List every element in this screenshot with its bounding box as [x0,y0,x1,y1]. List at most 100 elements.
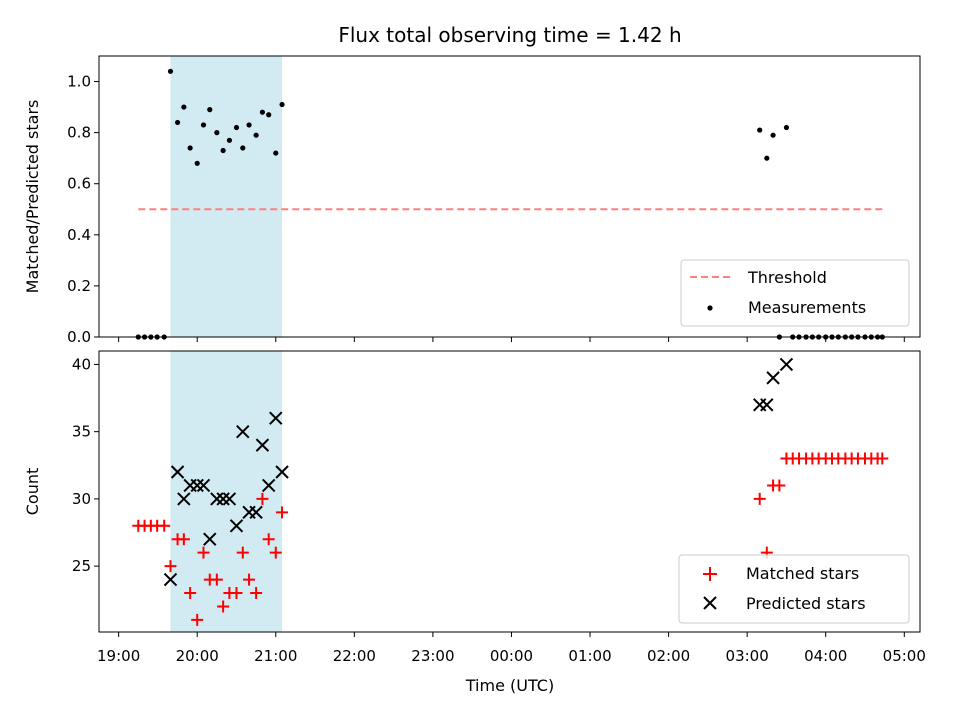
count-marks [132,357,889,626]
matched-legend-label: Matched stars [746,564,859,583]
measurement-point [783,124,790,131]
measurement-point [246,122,252,128]
measurement-point [770,132,776,138]
threshold-legend-label: Threshold [747,268,827,287]
matched-star-point [217,600,230,613]
predicted-star-point [177,492,191,506]
predicted-star-point [779,357,794,372]
x-tick-label: 21:00 [254,647,297,665]
measurements-legend-swatch [707,305,713,311]
predicted-star-point [269,411,283,425]
measurement-point [226,137,233,143]
predicted-star-point [163,572,178,587]
predicted-star-point [249,505,263,520]
observing-window-shade [170,56,283,337]
measurement-point [200,122,207,128]
ratio-y-axis-label: Matched/Predicted stars [23,100,42,294]
predicted-star-point [760,398,774,412]
y-tick-label: 0.8 [67,124,91,142]
matched-star-point [269,546,282,559]
predicted-star-point [170,465,185,479]
count-axes-frame [98,350,921,633]
predicted-star-point [255,438,270,452]
y-tick-label: 0.2 [67,277,91,295]
measurement-point [174,119,181,126]
measurement-point [240,145,246,151]
matched-star-point [243,573,256,586]
matched-star-point [236,546,249,559]
matched-star-point [256,492,269,505]
x-tick-label: 20:00 [176,647,219,665]
ratio-x-ticks [118,337,905,342]
x-tick-label: 23:00 [411,647,454,665]
measurement-point [259,109,266,115]
legend-box [680,259,910,327]
predicted-star-point [190,478,204,493]
measurement-point [233,124,240,131]
measurement-point [214,130,220,136]
count-y-axis-label: Count [23,468,42,516]
predicted-star-point [196,478,211,493]
x-tick-label: 05:00 [883,647,926,665]
predicted-star-point [275,465,289,479]
matched-star-point [230,587,243,600]
predicted-star-point [236,424,250,439]
matched-star-point [164,560,177,573]
predicted-legend-swatch [703,596,717,610]
matched-legend-swatch [703,567,717,581]
matched-star-point [184,587,197,600]
matched-star-point [177,533,190,546]
x-tick-label: 02:00 [647,647,690,665]
y-tick-label: 0.6 [67,175,91,193]
matched-star-point [753,492,766,505]
x-axis-label: Time (UTC) [465,676,554,695]
y-tick-label: 35 [72,423,91,441]
measurement-point [220,147,226,154]
count-x-ticks: 19:00 20:00 21:00 22:00 23:00 00:00 01:00 02:00… [97,632,926,665]
matched-star-point [158,519,171,532]
matched-star-point [276,506,289,519]
y-tick-label: 40 [72,355,91,373]
measurement-point [167,68,174,74]
ratio-legend: Threshold Measurements [680,259,910,327]
measurement-point [764,155,770,161]
predicted-star-point [210,492,224,506]
predicted-star-point [261,478,276,493]
ratio-panel: 0.0 0.2 0.4 0.6 0.8 1.0 Matched/Predicted sta… [23,55,921,346]
predicted-star-point [216,492,230,506]
x-tick-label: 00:00 [490,647,533,665]
matched-star-point [197,546,210,559]
y-tick-label: 30 [72,490,91,508]
matched-star-point [250,587,263,600]
x-tick-label: 01:00 [568,647,611,665]
measurement-point [194,160,200,166]
ratio-y-ticks: 0.0 0.2 0.4 0.6 0.8 1.0 [67,73,99,346]
matched-star-point [210,573,223,586]
ratio-marks [135,68,885,340]
measurement-point [253,132,259,138]
x-tick-label: 19:00 [97,647,140,665]
y-tick-label: 25 [72,557,91,575]
x-tick-label: 22:00 [333,647,376,665]
measurement-point [187,145,193,151]
y-tick-label: 1.0 [67,73,91,91]
measurement-point [757,127,763,133]
measurement-point [181,104,187,110]
x-tick-label: 03:00 [726,647,769,665]
y-tick-label: 0.4 [67,226,91,244]
predicted-star-point [766,371,780,385]
measurement-point [273,150,279,156]
count-y-ticks: 25 30 35 40 [72,355,99,575]
predicted-star-point [222,492,237,506]
count-legend: Matched stars Predicted stars [678,554,910,624]
measurement-point [266,112,272,118]
ratio-axes-frame [98,55,921,338]
matched-star-point [876,452,889,465]
predicted-star-point [203,532,217,546]
matched-star-point [262,533,275,546]
predicted-star-point [229,519,244,533]
chart-title: Flux total observing time = 1.42 h [338,23,681,47]
matched-star-point [773,479,786,492]
predicted-legend-label: Predicted stars [746,594,866,613]
